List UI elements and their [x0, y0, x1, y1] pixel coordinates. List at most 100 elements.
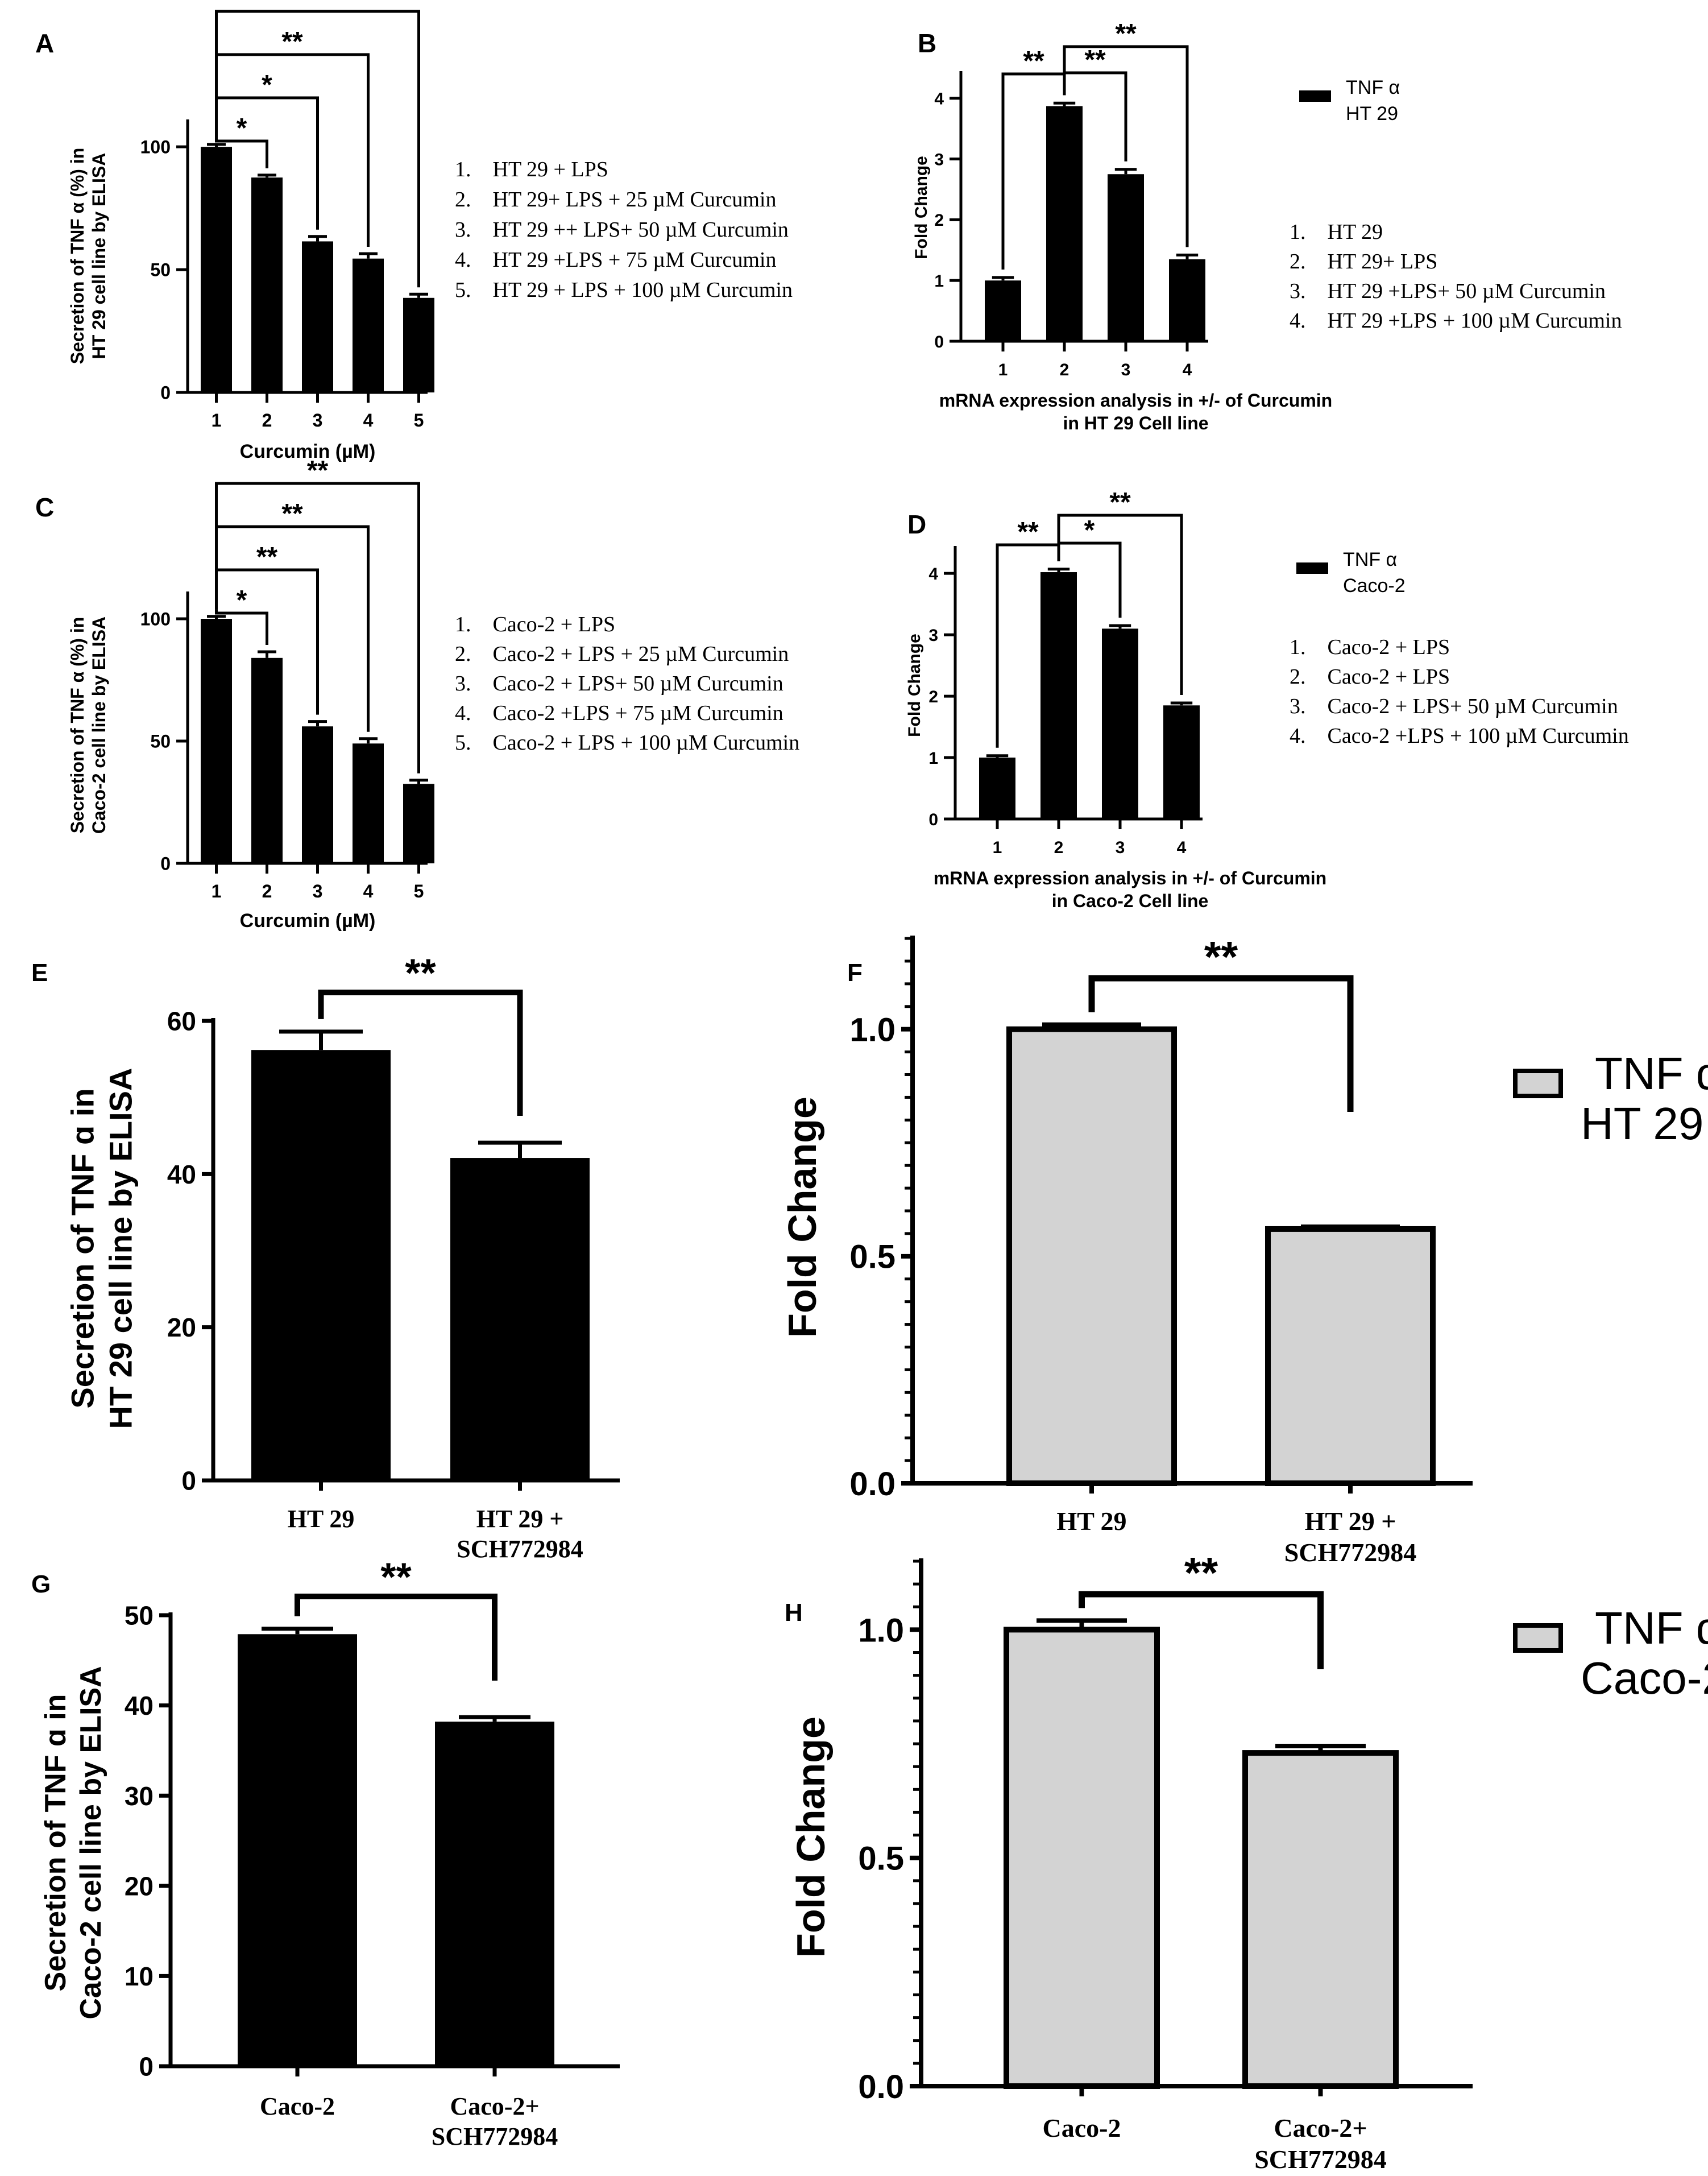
panel-label: A: [35, 28, 54, 58]
x-tick-label: SCH772984: [1284, 1538, 1417, 1567]
y-axis-label: Secretion of TNF α (%) inCaco-2 cell lin…: [67, 617, 109, 834]
key-item: 2. Caco-2 + LPS + 25 µM Curcumin: [455, 642, 789, 666]
panel-a: A 0 50 100 Secretion of TNF α (%) inHT 29 ce…: [35, 0, 793, 462]
x-tick-label: 1: [212, 410, 222, 431]
y-tick-label: 40: [167, 1160, 196, 1189]
x-tick-label: 1: [998, 361, 1008, 379]
legend-label: TNF α: [1595, 1603, 1708, 1653]
key-item: 3. HT 29 ++ LPS+ 50 µM Curcumin: [455, 218, 789, 242]
bar: [403, 784, 434, 863]
significance-label: *: [237, 113, 247, 143]
significance-label: **: [1109, 487, 1131, 518]
x-tick-label: Caco-2: [260, 2092, 335, 2120]
y-axis-label-line: HT 29 cell line by ELISA: [103, 1068, 139, 1429]
bar: [201, 619, 232, 863]
y-tick-label: 2: [928, 688, 938, 706]
y-tick-label: 0: [181, 1466, 196, 1496]
significance-bracket: [318, 990, 523, 1116]
panel-label: F: [847, 959, 863, 987]
y-tick-label: 60: [167, 1007, 196, 1036]
significance-label: **: [1184, 1549, 1218, 1598]
legend-label: Caco-2: [1581, 1653, 1708, 1703]
x-axis-title: Curcumin (µM): [240, 441, 376, 462]
y-tick-label: 0: [139, 2052, 154, 2082]
bar: [302, 241, 333, 392]
legend-label: TNF α: [1346, 77, 1400, 98]
significance-label: **: [1204, 933, 1238, 982]
key-item: 4. HT 29 +LPS + 100 µM Curcumin: [1290, 309, 1622, 333]
significance-bracket: [1088, 975, 1354, 1112]
key-item: 2. HT 29+ LPS + 25 µM Curcumin: [455, 188, 776, 212]
bar: [302, 726, 333, 863]
x-tick-label: 4: [1177, 838, 1187, 857]
bar: [251, 657, 283, 863]
significance-label: **: [1017, 517, 1039, 547]
key-item: 4. Caco-2 +LPS + 75 µM Curcumin: [455, 701, 783, 725]
bar: [201, 147, 232, 392]
panel-c: C 0 50 100 Secretion of TNF α (%) inCaco-2 c…: [35, 456, 799, 932]
key-item: 1. HT 29 + LPS: [455, 158, 608, 181]
legend-label: HT 29: [1346, 103, 1398, 125]
legend-label: Caco-2: [1343, 575, 1406, 597]
y-axis-label-line: Caco-2 cell line by ELISA: [74, 1666, 107, 2019]
legend-label: TNF α: [1595, 1048, 1708, 1099]
y-axis-label-line: Fold Change: [789, 1716, 833, 1958]
bar: [1102, 628, 1138, 819]
significance-bracket: [1079, 1591, 1324, 1669]
bar: [1006, 1026, 1177, 1486]
y-tick-label: 1: [934, 272, 944, 291]
y-tick-label: 0: [160, 383, 171, 403]
key-item: 4. Caco-2 +LPS + 100 µM Curcumin: [1290, 724, 1629, 748]
key-item: 4. HT 29 +LPS + 75 µM Curcumin: [455, 248, 776, 272]
significance-label: *: [262, 70, 272, 100]
y-tick-label: 0.0: [849, 1466, 896, 1503]
key-item: 3. Caco-2 + LPS+ 50 µM Curcumin: [455, 672, 783, 696]
bar: [238, 1634, 357, 2066]
significance-bracket: [215, 10, 420, 288]
y-axis-label: Fold Change: [780, 1097, 824, 1338]
significance-bracket: [295, 1594, 498, 1681]
significance-label: **: [281, 27, 303, 57]
y-tick-label: 10: [125, 1962, 154, 1991]
bar: [985, 280, 1021, 341]
panel-label: E: [31, 959, 48, 987]
x-tick-label: Caco-2+: [1274, 2113, 1367, 2142]
legend-swatch: [1513, 1069, 1563, 1098]
significance-label: **: [281, 499, 303, 529]
y-tick-label: 100: [140, 609, 171, 630]
significance-label: *: [237, 585, 247, 615]
bar: [1265, 1226, 1436, 1487]
y-tick-label: 30: [125, 1781, 154, 1811]
y-tick-label: 50: [150, 731, 171, 752]
y-tick-label: 4: [934, 90, 944, 109]
x-axis-title: mRNA expression analysis in +/- of Curcu…: [939, 390, 1332, 411]
y-axis-label-line: Fold Change: [780, 1097, 824, 1338]
y-tick-label: 3: [928, 626, 938, 645]
legend-label: HT 29: [1581, 1098, 1703, 1149]
x-tick-label: HT 29: [288, 1505, 355, 1533]
x-axis-title: Curcumin (µM): [240, 910, 376, 932]
x-tick-label: 2: [262, 881, 272, 901]
x-tick-label: SCH772984: [432, 2123, 558, 2150]
y-axis-label-line: Fold Change: [912, 156, 931, 259]
bar: [1046, 106, 1083, 341]
bar: [403, 297, 434, 392]
panel-g: G 0 10 20 30 40 50 Secretion of TNF ɑ inCaco-2 …: [31, 1555, 620, 2150]
legend-label: TNF α: [1343, 549, 1397, 570]
y-tick-label: 1.0: [858, 1612, 904, 1649]
x-tick-label: 4: [363, 410, 374, 431]
y-axis-label-line: Fold Change: [905, 634, 924, 737]
bar: [1242, 1750, 1399, 2090]
panel-h: H 0.0 0.5 1.0 Fold Change Caco-2 Caco-2+ SCH772…: [785, 1549, 1708, 2174]
y-tick-label: 50: [125, 1601, 154, 1631]
y-tick-label: 1.0: [849, 1012, 896, 1049]
x-tick-label: 1: [212, 881, 222, 901]
y-tick-label: 50: [150, 260, 171, 280]
bar: [1040, 572, 1077, 819]
x-tick-label: HT 29 +: [476, 1505, 564, 1533]
x-tick-label: Caco-2+: [450, 2092, 539, 2120]
significance-label: **: [405, 951, 436, 995]
x-tick-label: SCH772984: [1254, 2145, 1387, 2174]
significance-label: **: [380, 1555, 412, 1599]
